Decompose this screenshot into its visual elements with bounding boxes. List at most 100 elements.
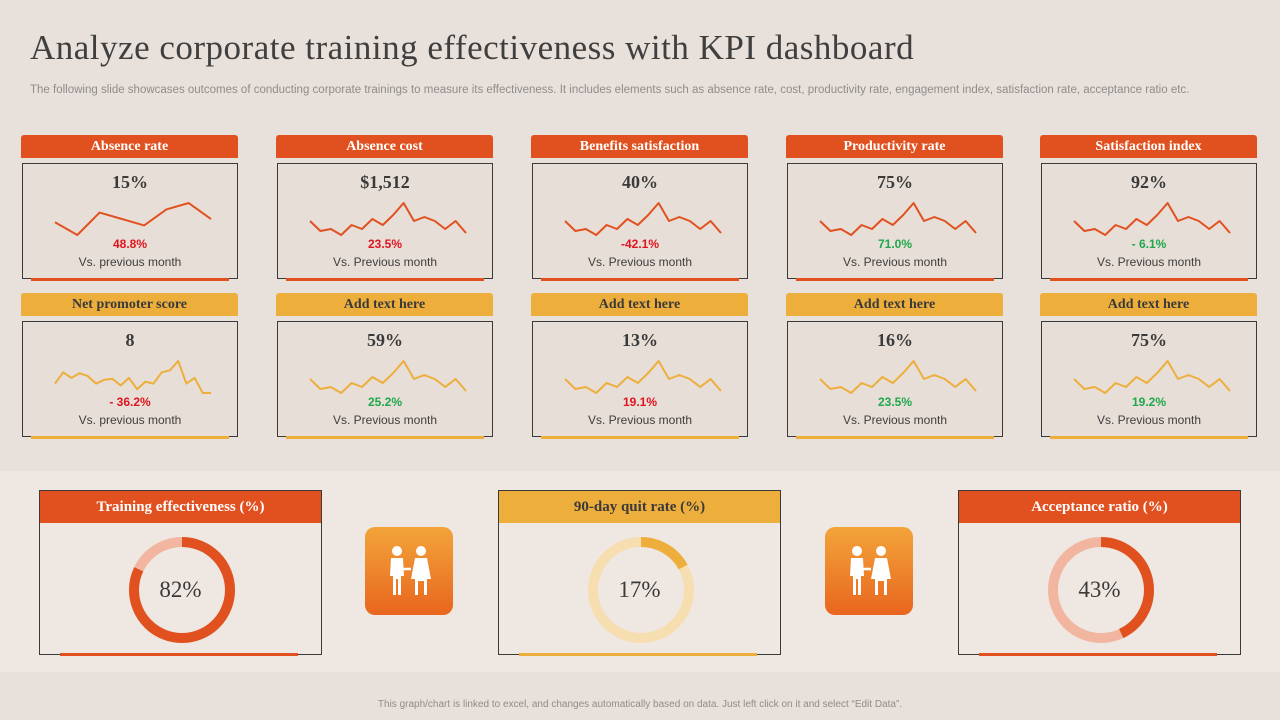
donut-title: 90-day quit rate (%) bbox=[499, 491, 780, 523]
kpi-card-add-text-1[interactable]: Add text here 59% 25.2% Vs. Previous mon… bbox=[276, 293, 493, 439]
kpi-card-title: Satisfaction index bbox=[1040, 135, 1257, 158]
kpi-change: -42.1% bbox=[620, 237, 660, 251]
kpi-card-body: $1,512 23.5% Vs. Previous month bbox=[277, 163, 493, 279]
kpi-card-body: 15% 48.8% Vs. previous month bbox=[22, 163, 238, 279]
page-title: Analyze corporate training effectiveness… bbox=[30, 28, 915, 67]
card-underline bbox=[796, 436, 994, 439]
kpi-change: 19.1% bbox=[622, 395, 658, 409]
sparkline-chart bbox=[819, 202, 977, 236]
sparkline-chart bbox=[1073, 202, 1231, 236]
sparkline-chart bbox=[819, 360, 977, 394]
kpi-card-body: 40% -42.1% Vs. Previous month bbox=[532, 163, 748, 279]
kpi-card-net-promoter-score[interactable]: Net promoter score 8 - 36.2% Vs. previou… bbox=[21, 293, 238, 439]
sparkline-series bbox=[564, 360, 722, 394]
kpi-change: 25.2% bbox=[367, 395, 403, 409]
kpi-card-absence-cost[interactable]: Absence cost $1,512 23.5% Vs. Previous m… bbox=[276, 135, 493, 281]
kpi-card-body: 75% 71.0% Vs. Previous month bbox=[787, 163, 1003, 279]
kpi-card-body: 92% - 6.1% Vs. Previous month bbox=[1041, 163, 1257, 279]
card-underline bbox=[31, 436, 229, 439]
kpi-card-body: 16% 23.5% Vs. Previous month bbox=[787, 321, 1003, 437]
donut-title: Acceptance ratio (%) bbox=[959, 491, 1240, 523]
sparkline-chart bbox=[1073, 360, 1231, 394]
kpi-change: - 36.2% bbox=[109, 395, 151, 409]
kpi-card-benefits-satisfaction[interactable]: Benefits satisfaction 40% -42.1% Vs. Pre… bbox=[531, 135, 748, 281]
card-underline bbox=[1050, 436, 1248, 439]
donut-chart bbox=[1048, 537, 1154, 643]
kpi-card-title: Net promoter score bbox=[21, 293, 238, 316]
kpi-caption: Vs. Previous month bbox=[587, 413, 693, 427]
sparkline-series bbox=[564, 202, 722, 236]
kpi-card-body: 75% 19.2% Vs. Previous month bbox=[1041, 321, 1257, 437]
kpi-caption: Vs. previous month bbox=[78, 413, 182, 427]
donut-chart bbox=[129, 537, 235, 643]
kpi-card-add-text-3[interactable]: Add text here 16% 23.5% Vs. Previous mon… bbox=[786, 293, 1003, 439]
sparkline-series bbox=[1073, 360, 1231, 394]
kpi-caption: Vs. previous month bbox=[78, 255, 182, 269]
sparkline-series bbox=[819, 360, 977, 394]
kpi-caption: Vs. Previous month bbox=[332, 255, 438, 269]
kpi-value: 13% bbox=[622, 330, 658, 350]
kpi-caption: Vs. Previous month bbox=[842, 255, 948, 269]
kpi-card-title: Absence rate bbox=[21, 135, 238, 158]
donut-value-label: 82% bbox=[159, 577, 202, 602]
kpi-change: 71.0% bbox=[877, 237, 913, 251]
sparkline-series bbox=[309, 360, 467, 394]
kpi-change: 23.5% bbox=[877, 395, 913, 409]
kpi-caption: Vs. Previous month bbox=[1096, 413, 1202, 427]
donut-title: Training effectiveness (%) bbox=[40, 491, 321, 523]
kpi-value: 75% bbox=[877, 172, 913, 192]
kpi-value: 59% bbox=[367, 330, 403, 350]
kpi-caption: Vs. Previous month bbox=[587, 255, 693, 269]
card-underline bbox=[60, 653, 298, 656]
sparkline-series bbox=[54, 202, 212, 236]
card-underline bbox=[286, 278, 484, 281]
kpi-card-title: Benefits satisfaction bbox=[531, 135, 748, 158]
donut-value-slice bbox=[588, 537, 694, 643]
kpi-value: 16% bbox=[877, 330, 913, 350]
kpi-caption: Vs. Previous month bbox=[332, 413, 438, 427]
sparkline-chart bbox=[564, 360, 722, 394]
card-underline bbox=[541, 436, 739, 439]
kpi-value: 15% bbox=[112, 172, 148, 192]
kpi-card-title: Add text here bbox=[276, 293, 493, 316]
sparkline-chart bbox=[54, 360, 211, 394]
card-underline bbox=[796, 278, 994, 281]
donut-value-slice bbox=[1048, 537, 1154, 643]
donut-value-label: 17% bbox=[618, 577, 661, 602]
kpi-value: 75% bbox=[1131, 330, 1167, 350]
donut-value-slice bbox=[129, 537, 235, 643]
kpi-change: - 6.1% bbox=[1131, 237, 1167, 251]
kpi-card-satisfaction-index[interactable]: Satisfaction index 92% - 6.1% Vs. Previo… bbox=[1040, 135, 1257, 281]
kpi-card-title: Absence cost bbox=[276, 135, 493, 158]
card-underline bbox=[541, 278, 739, 281]
kpi-card-add-text-4[interactable]: Add text here 75% 19.2% Vs. Previous mon… bbox=[1040, 293, 1257, 439]
kpi-change: 23.5% bbox=[367, 237, 403, 251]
sparkline-chart bbox=[309, 360, 467, 394]
kpi-card-absence-rate[interactable]: Absence rate 15% 48.8% Vs. previous mont… bbox=[21, 135, 238, 281]
kpi-value: 92% bbox=[1131, 172, 1167, 192]
kpi-card-body: 59% 25.2% Vs. Previous month bbox=[277, 321, 493, 437]
people-icon bbox=[365, 527, 453, 615]
sparkline-chart bbox=[309, 202, 467, 236]
card-underline bbox=[286, 436, 484, 439]
sparkline-chart bbox=[564, 202, 722, 236]
card-underline bbox=[31, 278, 229, 281]
kpi-value: 8 bbox=[125, 330, 135, 350]
page-subtitle: The following slide showcases outcomes o… bbox=[30, 84, 1190, 96]
card-underline bbox=[519, 653, 757, 656]
kpi-card-productivity-rate[interactable]: Productivity rate 75% 71.0% Vs. Previous… bbox=[786, 135, 1003, 281]
kpi-card-body: 8 - 36.2% Vs. previous month bbox=[22, 321, 238, 437]
sparkline-series bbox=[309, 202, 467, 236]
kpi-value: 40% bbox=[622, 172, 658, 192]
donut-card-quit-rate[interactable]: 90-day quit rate (%) 17% bbox=[498, 490, 781, 656]
kpi-card-title: Add text here bbox=[531, 293, 748, 316]
sparkline-series bbox=[54, 360, 211, 394]
kpi-change: 48.8% bbox=[112, 237, 148, 251]
donut-card-training-effectiveness[interactable]: Training effectiveness (%) 82% bbox=[39, 490, 322, 656]
donut-card-acceptance-ratio[interactable]: Acceptance ratio (%) 43% bbox=[958, 490, 1241, 656]
kpi-card-add-text-2[interactable]: Add text here 13% 19.1% Vs. Previous mon… bbox=[531, 293, 748, 439]
kpi-caption: Vs. Previous month bbox=[1096, 255, 1202, 269]
sparkline-series bbox=[819, 202, 977, 236]
card-underline bbox=[1050, 278, 1248, 281]
people-icon bbox=[825, 527, 913, 615]
